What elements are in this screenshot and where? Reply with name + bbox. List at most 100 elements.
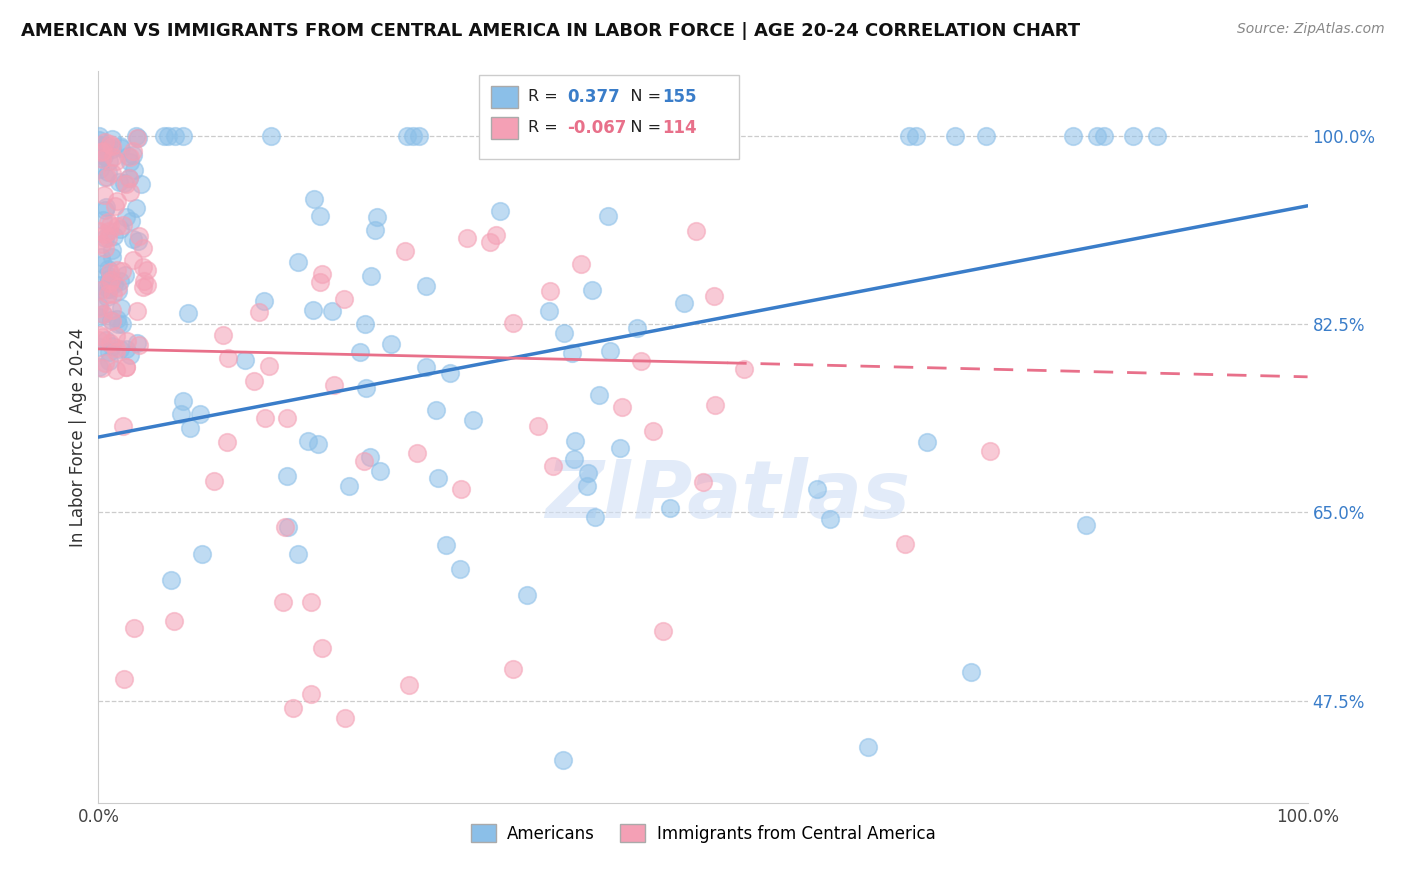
Point [87,299,110,313]
Point [111,264,134,278]
Point [132,279,155,293]
Point [135,262,157,277]
Point [415,278,437,293]
Point [91,236,114,251]
Point [337,479,360,493]
Point [90,152,112,166]
Point [121,232,143,246]
Point [101,250,124,264]
Point [87,224,110,238]
Point [576,479,599,493]
Point [172,394,194,409]
Point [93,149,115,163]
Point [576,466,599,480]
Point [125,201,148,215]
Point [93,144,115,158]
Point [115,359,138,374]
Point [96,268,118,283]
Point [974,128,997,143]
Point [104,153,127,168]
Point [93,138,115,153]
Point [98,218,121,232]
Point [107,280,129,294]
Point [394,244,416,258]
Point [101,166,124,180]
Point [449,562,471,576]
Point [307,437,329,451]
Point [526,419,548,434]
Point [91,330,114,344]
Point [120,185,142,199]
Point [551,753,574,767]
Point [118,170,141,185]
Point [323,377,346,392]
Point [108,222,131,236]
Point [96,290,118,304]
Point [114,177,136,191]
Point [91,307,114,321]
Point [90,283,112,297]
Point [118,170,141,185]
Point [105,363,128,377]
FancyBboxPatch shape [492,117,517,138]
Point [153,128,176,143]
Point [89,138,111,153]
Point [456,231,478,245]
Point [561,346,583,360]
Point [98,344,121,359]
Point [581,284,603,298]
Point [943,128,966,143]
Point [93,188,115,202]
Point [427,471,450,485]
Text: 0.377: 0.377 [568,88,620,106]
FancyBboxPatch shape [492,86,517,108]
Point [516,588,538,602]
Point [104,199,127,213]
Point [96,169,118,184]
Point [652,624,675,639]
Point [309,276,332,290]
Point [132,274,155,288]
Point [502,662,524,676]
Point [273,595,295,609]
Point [91,257,114,271]
Point [311,268,333,282]
Point [105,345,128,359]
Point [89,128,111,143]
Point [302,303,325,318]
Point [157,128,180,143]
Point [905,128,928,143]
Point [1062,128,1084,143]
Point [101,132,124,146]
Point [335,710,357,724]
Point [97,231,120,245]
Point [117,149,139,163]
Point [94,136,117,150]
Point [122,162,145,177]
Point [1146,128,1168,143]
Point [101,339,124,353]
Point [217,351,239,365]
Point [364,222,387,236]
Point [127,234,149,248]
Point [114,342,136,356]
Point [894,537,917,551]
Point [96,333,118,347]
Point [87,301,110,316]
Point [354,381,377,395]
Point [297,434,319,448]
Point [128,229,150,244]
Point [97,282,120,296]
Point [105,219,128,234]
Text: 155: 155 [662,88,696,106]
Point [101,286,124,301]
Point [630,128,652,143]
Point [100,243,122,257]
Point [97,164,120,178]
Point [287,255,309,269]
Point [90,145,112,160]
Point [959,665,981,679]
Point [398,678,420,692]
Point [260,128,283,143]
Point [105,194,128,208]
